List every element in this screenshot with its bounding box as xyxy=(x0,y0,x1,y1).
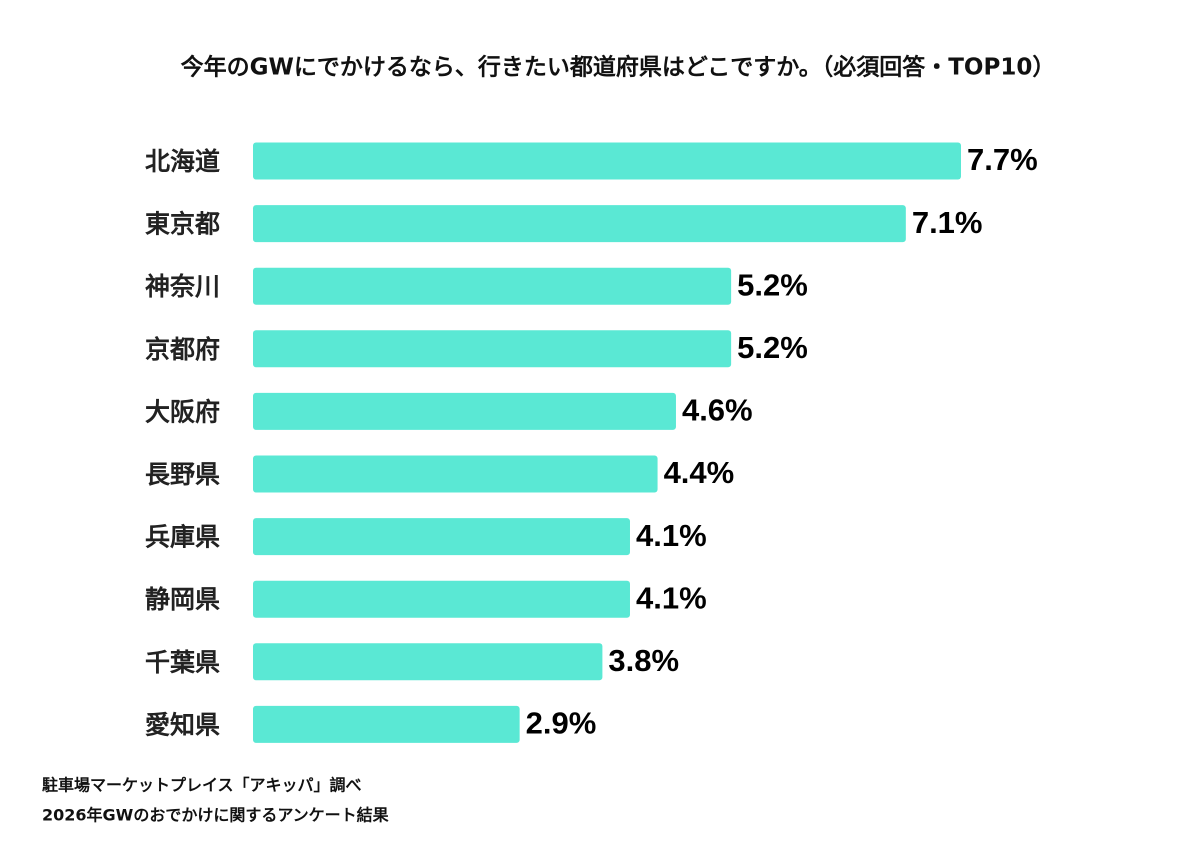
footnote: 駐車場マーケットプレイス「アキッパ」調べ xyxy=(42,776,362,795)
value-label: 4.1% xyxy=(636,580,707,615)
bar xyxy=(253,518,630,556)
value-label: 7.7% xyxy=(967,142,1038,177)
value-label: 5.2% xyxy=(737,267,808,302)
y-tick-label: 東京都 xyxy=(145,210,220,239)
bar xyxy=(253,392,676,430)
value-label: 7.1% xyxy=(912,205,983,240)
value-label: 4.4% xyxy=(664,455,735,490)
y-tick-label: 北海道 xyxy=(145,147,220,176)
bar xyxy=(253,705,520,743)
chart-title: 今年のGWにでかけるなら、行きたい都道府県はどこですか。（必須回答・TOP10） xyxy=(181,54,1056,81)
value-label: 4.1% xyxy=(636,518,707,553)
y-tick-label: 長野県 xyxy=(145,460,220,489)
y-tick-label: 愛知県 xyxy=(145,710,220,739)
value-label: 5.2% xyxy=(737,330,808,365)
bar xyxy=(253,330,732,368)
bar xyxy=(253,267,732,305)
value-label: 4.6% xyxy=(682,393,753,428)
bar xyxy=(253,205,906,243)
y-tick-label: 大阪府 xyxy=(145,397,220,426)
bar xyxy=(253,580,630,618)
y-tick-label: 京都府 xyxy=(145,335,220,364)
y-tick-label: 静岡県 xyxy=(145,585,220,614)
value-label: 2.9% xyxy=(526,706,597,741)
bar xyxy=(253,455,658,493)
value-label: 3.8% xyxy=(608,643,679,678)
bar xyxy=(253,142,961,180)
y-tick-label: 神奈川 xyxy=(145,272,220,301)
bar xyxy=(253,643,603,681)
footnote: 2026年GWのおでかけに関するアンケート結果 xyxy=(42,806,389,825)
y-tick-label: 千葉県 xyxy=(145,648,220,677)
y-tick-label: 兵庫県 xyxy=(145,523,220,552)
